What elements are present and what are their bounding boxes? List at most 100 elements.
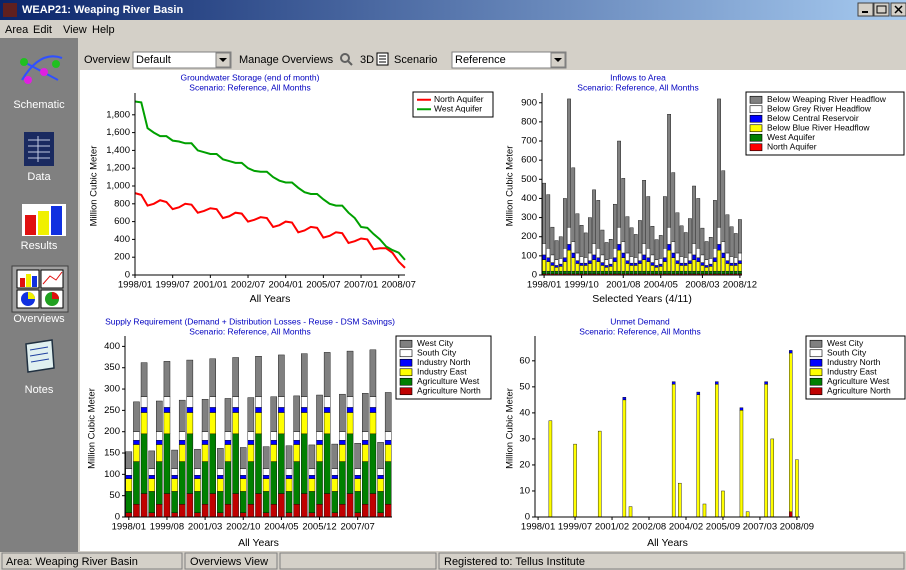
bar-segment bbox=[604, 270, 609, 275]
window-buttons[interactable] bbox=[857, 2, 906, 17]
y-axis-label: Million Cubic Meter bbox=[89, 146, 100, 227]
legend-swatch bbox=[399, 349, 413, 358]
sidebar-label[interactable]: Data bbox=[27, 171, 51, 183]
sidebar-label[interactable]: Overviews bbox=[13, 313, 65, 325]
chart-title: Unmet Demand bbox=[610, 316, 670, 326]
bar-segment bbox=[546, 194, 551, 249]
bar-segment bbox=[658, 263, 663, 267]
menu-item[interactable]: Help bbox=[92, 24, 115, 36]
bar-segment bbox=[738, 260, 742, 264]
bar-segment bbox=[567, 270, 571, 275]
bar-segment bbox=[262, 446, 270, 470]
overviews-icon[interactable] bbox=[11, 265, 69, 313]
bar-segment bbox=[255, 433, 262, 494]
legend-swatch bbox=[809, 387, 823, 396]
legend-swatch bbox=[749, 95, 763, 104]
bar-segment bbox=[209, 358, 216, 397]
sidebar-label[interactable]: Notes bbox=[25, 384, 54, 396]
bar-segment bbox=[608, 266, 613, 272]
bar-segment bbox=[733, 265, 738, 272]
bar-segment bbox=[148, 478, 155, 492]
y-tick-label: 100 bbox=[104, 469, 120, 480]
bar-segment bbox=[671, 270, 676, 275]
bar-segment bbox=[550, 226, 555, 256]
bar-segment bbox=[563, 261, 567, 272]
bar-segment bbox=[293, 431, 300, 441]
bar-segment bbox=[770, 438, 775, 518]
chart-title: Supply Requirement (Demand + Distributio… bbox=[105, 316, 395, 326]
bar-segment bbox=[715, 381, 719, 385]
bar-segment bbox=[362, 504, 369, 518]
x-tick-label: 2005/07 bbox=[306, 280, 340, 291]
bar-segment bbox=[178, 461, 186, 505]
bar-segment bbox=[232, 357, 239, 397]
legend-label: Industry East bbox=[827, 367, 877, 377]
bar-segment bbox=[384, 444, 392, 462]
sidebar-label[interactable]: Results bbox=[21, 240, 58, 252]
bar-segment bbox=[650, 262, 655, 266]
scenario-value[interactable]: Reference bbox=[455, 54, 506, 66]
data-icon[interactable] bbox=[24, 132, 54, 166]
bar-segment bbox=[224, 461, 232, 505]
3d-button[interactable]: 3D bbox=[360, 54, 374, 66]
status-text: Registered to: Tellus Institute bbox=[444, 556, 585, 568]
x-tick-label: 2002/08 bbox=[632, 522, 666, 533]
y-tick-label: 1,000 bbox=[106, 181, 130, 192]
scenario-select[interactable] bbox=[451, 51, 567, 69]
zoom-icon[interactable] bbox=[340, 53, 353, 66]
maximize-button[interactable] bbox=[873, 2, 890, 17]
bar-segment bbox=[721, 490, 725, 518]
bar-segment bbox=[713, 257, 717, 262]
menu-item[interactable]: Edit bbox=[33, 24, 52, 36]
overview-value[interactable]: Default bbox=[136, 54, 171, 66]
table-icon[interactable] bbox=[376, 52, 389, 66]
bar-segment bbox=[171, 449, 178, 470]
bar-segment bbox=[764, 381, 768, 385]
bar-segment bbox=[729, 265, 734, 272]
results-icon[interactable] bbox=[22, 204, 66, 236]
bar-segment bbox=[323, 407, 331, 413]
manage-overviews-button[interactable]: Manage Overviews bbox=[239, 54, 334, 66]
y-tick-label: 60 bbox=[519, 355, 530, 366]
y-tick-label: 800 bbox=[521, 116, 537, 127]
bar-segment bbox=[354, 512, 361, 518]
overview-select[interactable] bbox=[132, 51, 232, 69]
legend-swatch bbox=[749, 133, 763, 142]
bar-segment bbox=[671, 381, 676, 385]
bar-segment bbox=[255, 407, 262, 413]
menu-item[interactable]: View bbox=[63, 24, 87, 36]
legend-label: West Aquifer bbox=[767, 132, 815, 142]
sidebar-label[interactable]: Schematic bbox=[13, 99, 65, 111]
bar-segment bbox=[704, 270, 709, 275]
schematic-icon[interactable] bbox=[20, 55, 63, 84]
bar-segment bbox=[278, 396, 285, 408]
bar-segment bbox=[575, 213, 580, 254]
bar-segment bbox=[133, 444, 140, 462]
bar-segment bbox=[316, 444, 323, 462]
menu-item[interactable]: Area bbox=[5, 24, 29, 36]
bar-segment bbox=[646, 196, 651, 249]
bar-segment bbox=[262, 512, 270, 518]
bar-segment bbox=[163, 412, 171, 435]
minimize-button[interactable] bbox=[857, 2, 874, 17]
bar-segment bbox=[194, 512, 201, 518]
bar-segment bbox=[638, 252, 642, 261]
bar-segment bbox=[633, 262, 638, 266]
bar-segment bbox=[671, 252, 676, 258]
bar-segment bbox=[331, 512, 339, 518]
x-axis-label: All Years bbox=[647, 537, 688, 549]
bar-segment bbox=[721, 241, 726, 254]
bar-segment bbox=[563, 257, 567, 262]
bar-segment bbox=[567, 226, 571, 245]
bar-segment bbox=[171, 491, 178, 513]
bar-segment bbox=[621, 241, 626, 254]
bar-segment bbox=[704, 265, 709, 268]
bar-segment bbox=[646, 248, 651, 258]
bar-segment bbox=[596, 270, 601, 275]
status-text: Overviews View bbox=[190, 556, 268, 568]
bar-segment bbox=[650, 225, 655, 256]
y-tick-label: 40 bbox=[519, 407, 530, 418]
bar-segment bbox=[579, 262, 584, 266]
bar-segment bbox=[148, 475, 155, 479]
notes-icon[interactable] bbox=[25, 339, 55, 373]
